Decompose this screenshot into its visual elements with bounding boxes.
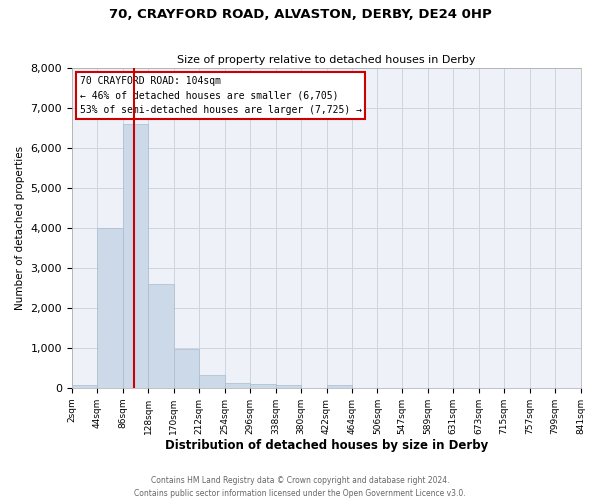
X-axis label: Distribution of detached houses by size in Derby: Distribution of detached houses by size … — [164, 440, 488, 452]
Bar — [174, 349, 199, 388]
Bar — [224, 383, 250, 388]
Bar — [199, 374, 224, 388]
Bar — [326, 386, 352, 388]
Text: Contains HM Land Registry data © Crown copyright and database right 2024.
Contai: Contains HM Land Registry data © Crown c… — [134, 476, 466, 498]
Bar — [72, 386, 97, 388]
Title: Size of property relative to detached houses in Derby: Size of property relative to detached ho… — [177, 56, 475, 66]
Bar — [123, 124, 148, 388]
Y-axis label: Number of detached properties: Number of detached properties — [15, 146, 25, 310]
Text: 70 CRAYFORD ROAD: 104sqm
← 46% of detached houses are smaller (6,705)
53% of sem: 70 CRAYFORD ROAD: 104sqm ← 46% of detach… — [80, 76, 362, 116]
Bar — [250, 384, 275, 388]
Text: 70, CRAYFORD ROAD, ALVASTON, DERBY, DE24 0HP: 70, CRAYFORD ROAD, ALVASTON, DERBY, DE24… — [109, 8, 491, 20]
Bar — [97, 228, 123, 388]
Bar — [275, 386, 301, 388]
Bar — [148, 284, 174, 388]
